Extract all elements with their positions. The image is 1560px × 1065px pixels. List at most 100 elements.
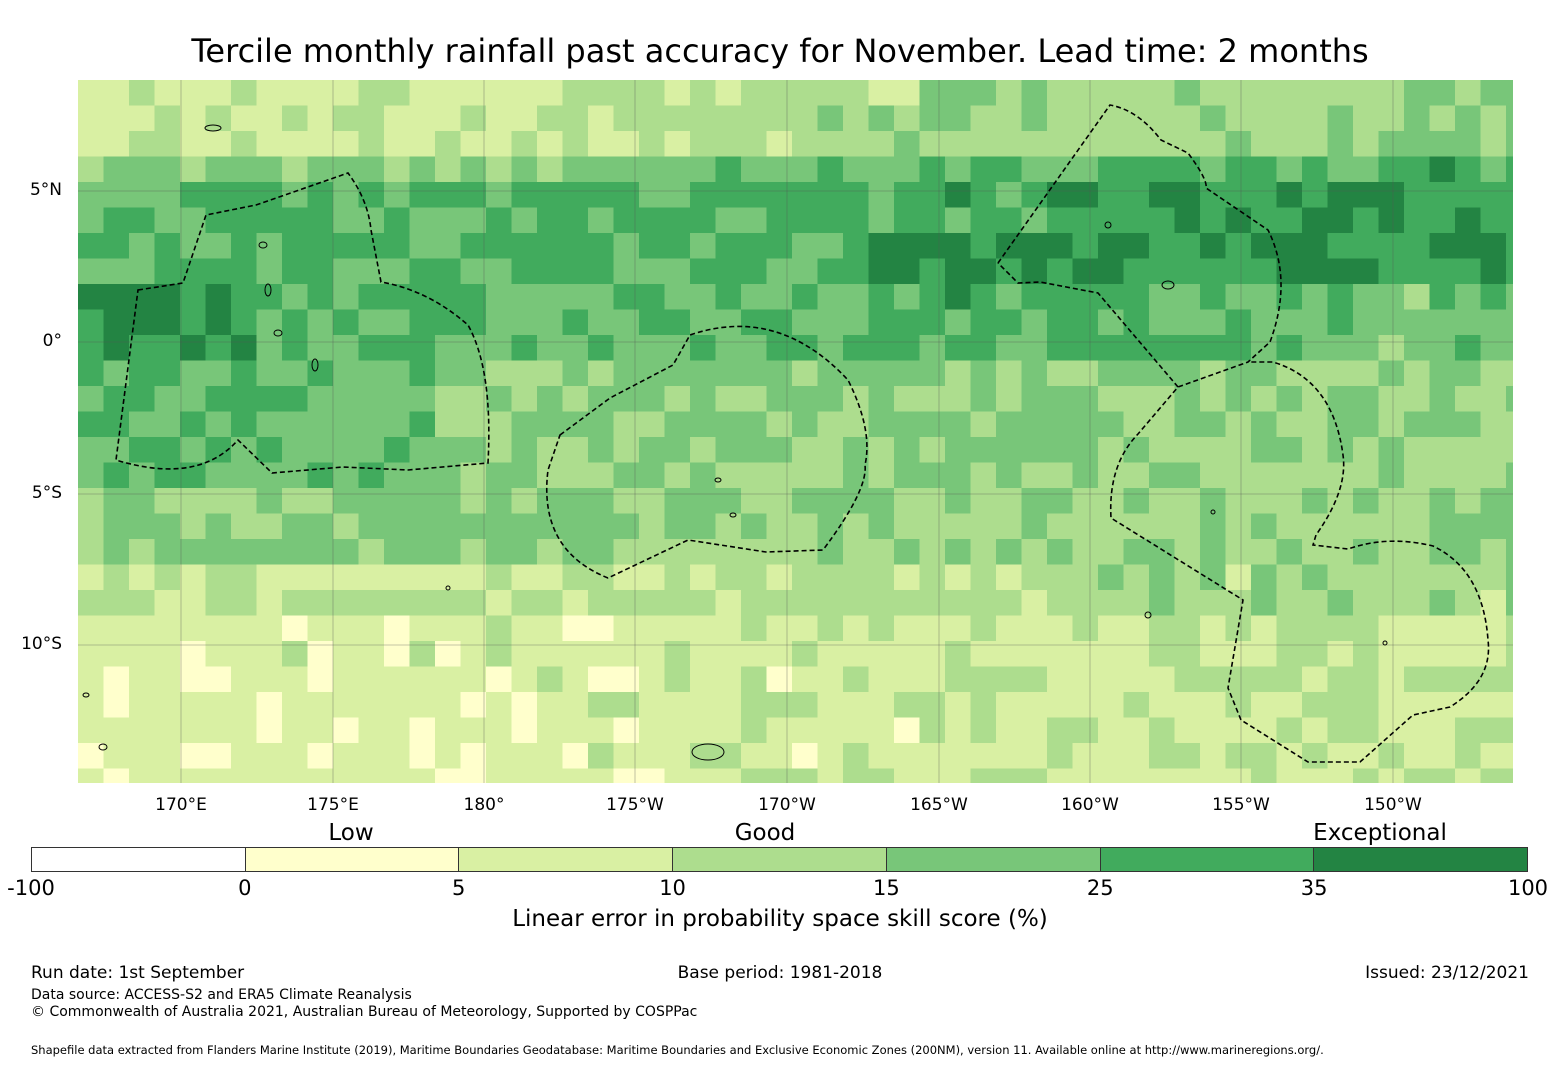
skill-cell [1276,80,1303,107]
skill-cell [588,80,615,107]
skill-cell [256,641,283,668]
skill-cell [894,666,921,693]
skill-cell [129,666,156,693]
skill-cell [78,717,105,744]
skill-cell [843,411,870,438]
skill-cell [231,564,258,591]
skill-cell [435,641,462,668]
skill-cell [358,411,385,438]
skill-cell [307,131,334,158]
skill-cell [639,233,666,260]
latitude-label: 5°S [31,483,62,503]
skill-cell [409,590,436,617]
skill-cell [1353,513,1380,540]
skill-cell [792,156,819,183]
skill-cell [562,717,589,744]
skill-cell [1404,80,1431,107]
skill-cell [1047,437,1074,464]
skill-cell [690,513,717,540]
skill-cell [205,156,232,183]
skill-cell [307,768,334,783]
latitude-label: 5°N [29,180,62,200]
skill-cell [282,335,309,362]
skill-cell [970,513,997,540]
skill-cell [613,666,640,693]
skill-cell [1021,258,1048,285]
skill-cell [205,182,232,209]
skill-cell [435,258,462,285]
skill-cell [1353,666,1380,693]
skill-cell [613,437,640,464]
skill-cell [1174,386,1201,413]
skill-cell [358,717,385,744]
skill-cell [435,411,462,438]
skill-cell [1378,284,1405,311]
skill-cell [1276,411,1303,438]
skill-cell [919,641,946,668]
skill-cell [486,692,513,719]
skill-cell [1174,488,1201,515]
skill-cell [1174,233,1201,260]
skill-cell [307,80,334,107]
skill-cell [843,692,870,719]
skill-cell [792,692,819,719]
skill-cell [1506,437,1513,464]
skill-cell [1353,692,1380,719]
skill-cell [1378,488,1405,515]
skill-cell [1251,743,1278,770]
skill-cell [894,105,921,132]
skill-cell [1455,513,1482,540]
skill-cell [1149,539,1176,566]
skill-cell [1327,692,1354,719]
skill-cell [741,615,768,642]
skill-cell [1251,258,1278,285]
skill-cell [613,717,640,744]
skill-cell [1072,462,1099,489]
skill-cell [486,80,513,107]
skill-cell [537,666,564,693]
skill-cell [409,539,436,566]
skill-cell [409,768,436,783]
skill-cell [1098,131,1125,158]
skill-cell [409,233,436,260]
skill-cell [664,258,691,285]
skill-cell [1021,156,1048,183]
colorbar-tick-label: -100 [7,876,55,900]
skill-cell [613,258,640,285]
skill-cell [1098,666,1125,693]
skill-cell [1225,207,1252,234]
skill-cell [996,743,1023,770]
skill-cell [1200,284,1227,311]
skill-cell [664,182,691,209]
skill-cell [1021,641,1048,668]
skill-cell [384,462,411,489]
legend-category-low: Low [328,820,374,846]
skill-cell [664,156,691,183]
skill-cell [256,258,283,285]
skill-cell [996,131,1023,158]
skill-cell [1506,641,1513,668]
skill-cell [996,437,1023,464]
skill-cell [1098,717,1125,744]
skill-cell [384,258,411,285]
skill-cell [639,131,666,158]
skill-cell [664,666,691,693]
skill-cell [996,513,1023,540]
skill-cell [460,156,487,183]
skill-cell [894,182,921,209]
skill-cell [1429,207,1456,234]
skill-cell [154,284,181,311]
skill-cell [664,692,691,719]
skill-cell [690,641,717,668]
skill-cell [1455,615,1482,642]
skill-cell [1302,437,1329,464]
skill-cell [817,182,844,209]
skill-cell [409,335,436,362]
skill-cell [1327,641,1354,668]
skill-cell [409,564,436,591]
skill-cell [715,156,742,183]
skill-cell [970,590,997,617]
issued-date: Issued: 23/12/2021 [1365,963,1529,983]
skill-cell [1072,233,1099,260]
skill-cell [1276,437,1303,464]
